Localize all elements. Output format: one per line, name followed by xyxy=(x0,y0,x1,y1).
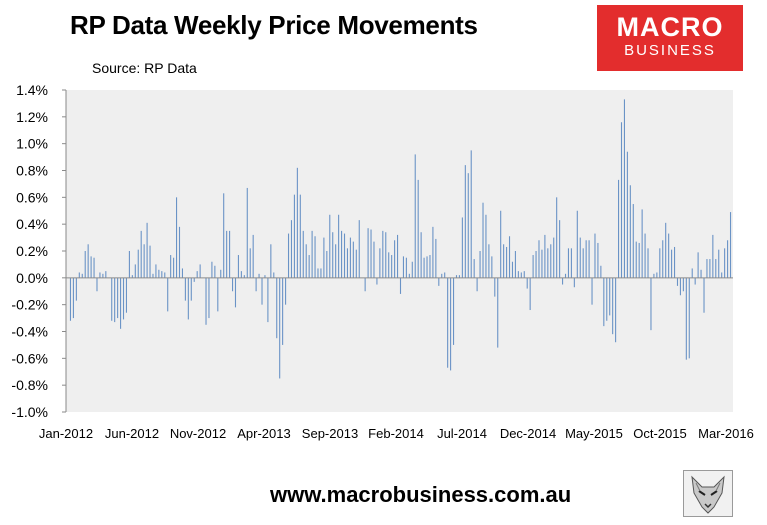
logo-line-1: MACRO xyxy=(616,12,724,42)
chart-source: Source: RP Data xyxy=(92,60,197,76)
x-tick-label: Apr-2013 xyxy=(237,426,290,441)
x-tick-label: Jan-2012 xyxy=(39,426,93,441)
y-tick-label: 1.2% xyxy=(16,109,48,125)
y-tick-label: 0.6% xyxy=(16,189,48,205)
y-tick-label: 0.0% xyxy=(16,270,48,286)
y-tick-label: -0.2% xyxy=(11,297,48,313)
y-tick-label: -0.4% xyxy=(11,324,48,340)
x-axis-ticks: Jan-2012 Jun-2012 Nov-2012 Apr-2013 Sep-2013… xyxy=(39,426,754,441)
x-tick-label: May-2015 xyxy=(565,426,623,441)
macrobusiness-logo: MACRO BUSINESS xyxy=(597,5,743,71)
y-tick-label: 1.0% xyxy=(16,136,48,152)
x-tick-label: Jun-2012 xyxy=(105,426,159,441)
y-tick-label: -0.8% xyxy=(11,377,48,393)
x-tick-label: Dec-2014 xyxy=(500,426,556,441)
x-tick-label: Feb-2014 xyxy=(368,426,424,441)
y-tick-label: 0.8% xyxy=(16,163,48,179)
y-tick-label: -0.6% xyxy=(11,350,48,366)
bar-series xyxy=(69,99,732,379)
y-tick-label: 1.4% xyxy=(16,82,48,98)
footer-url: www.macrobusiness.com.au xyxy=(270,482,572,507)
fox-mascot-icon xyxy=(683,470,733,517)
x-tick-label: Oct-2015 xyxy=(633,426,686,441)
y-tick-label: 0.4% xyxy=(16,216,48,232)
y-tick-label: -1.0% xyxy=(11,404,48,420)
y-axis-ticks: -1.0% -0.8% -0.6% -0.4% -0.2% 0.0% 0.2% 0.4% 0.6… xyxy=(11,82,66,420)
chart-title: RP Data Weekly Price Movements xyxy=(70,10,478,40)
logo-line-2: BUSINESS xyxy=(624,42,716,59)
y-tick-label: 0.2% xyxy=(16,243,48,259)
x-tick-label: Sep-2013 xyxy=(302,426,358,441)
x-tick-label: Jul-2014 xyxy=(437,426,487,441)
x-tick-label: Nov-2012 xyxy=(170,426,226,441)
x-tick-label: Mar-2016 xyxy=(698,426,754,441)
